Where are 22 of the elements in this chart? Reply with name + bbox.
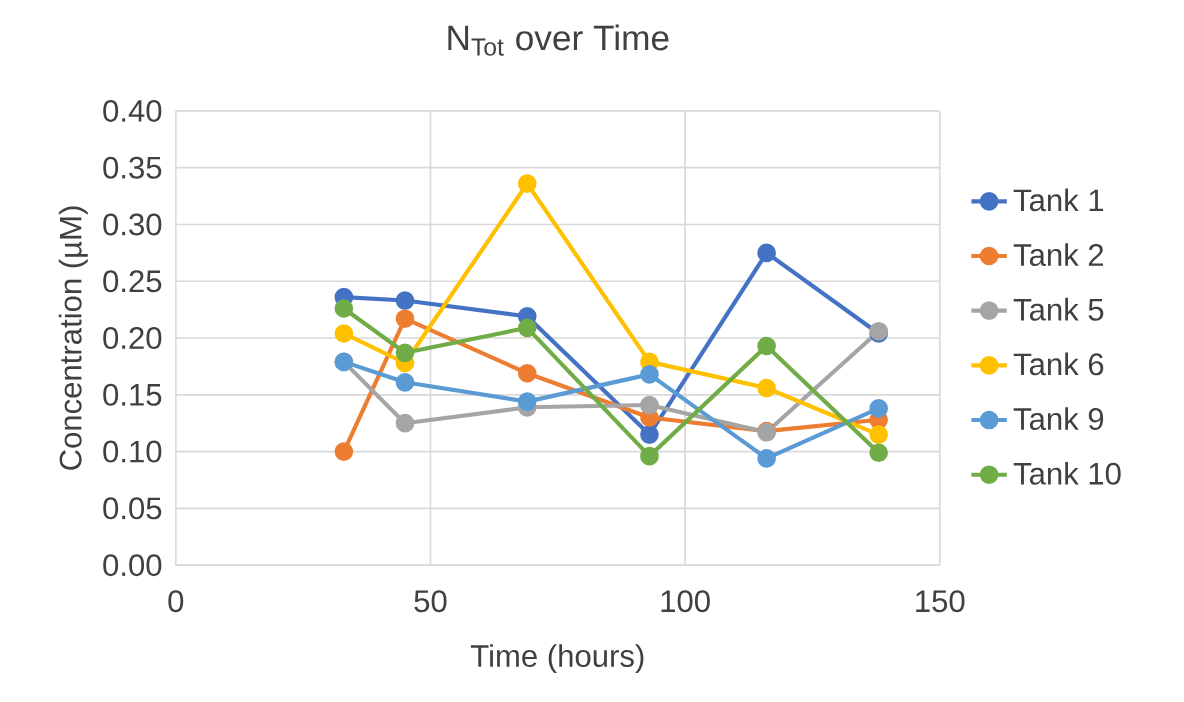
y-tick-label: 0.00 — [103, 554, 162, 577]
y-tick-label: 0.10 — [103, 440, 162, 463]
legend-label: Tank 10 — [1013, 461, 1121, 485]
x-tick-label: 100 — [661, 590, 710, 613]
legend-label: Tank 9 — [1013, 407, 1104, 431]
legend-label: Tank 5 — [1013, 297, 1104, 321]
legend-label: Tank 2 — [1013, 243, 1104, 267]
legend-label: Tank 1 — [1013, 188, 1104, 212]
x-tick-label: 150 — [916, 590, 965, 613]
y-tick-label: 0.25 — [103, 270, 162, 293]
y-tick-label: 0.30 — [103, 213, 162, 236]
y-tick-label: 0.35 — [103, 156, 162, 179]
y-tick-label: 0.05 — [103, 497, 162, 520]
y-tick-label: 0.40 — [103, 99, 162, 122]
x-axis-title: Time (hours) — [470, 644, 644, 674]
chart-title: N$_{Tot}$ over Time — [448, 24, 669, 56]
x-tick-label: 0 — [168, 590, 184, 613]
y-axis-title: Concentration (µM) — [58, 206, 88, 470]
legend-label: Tank 6 — [1013, 352, 1104, 376]
x-tick-label: 50 — [414, 590, 447, 613]
y-tick-label: 0.15 — [103, 383, 162, 406]
y-tick-label: 0.20 — [103, 327, 162, 350]
